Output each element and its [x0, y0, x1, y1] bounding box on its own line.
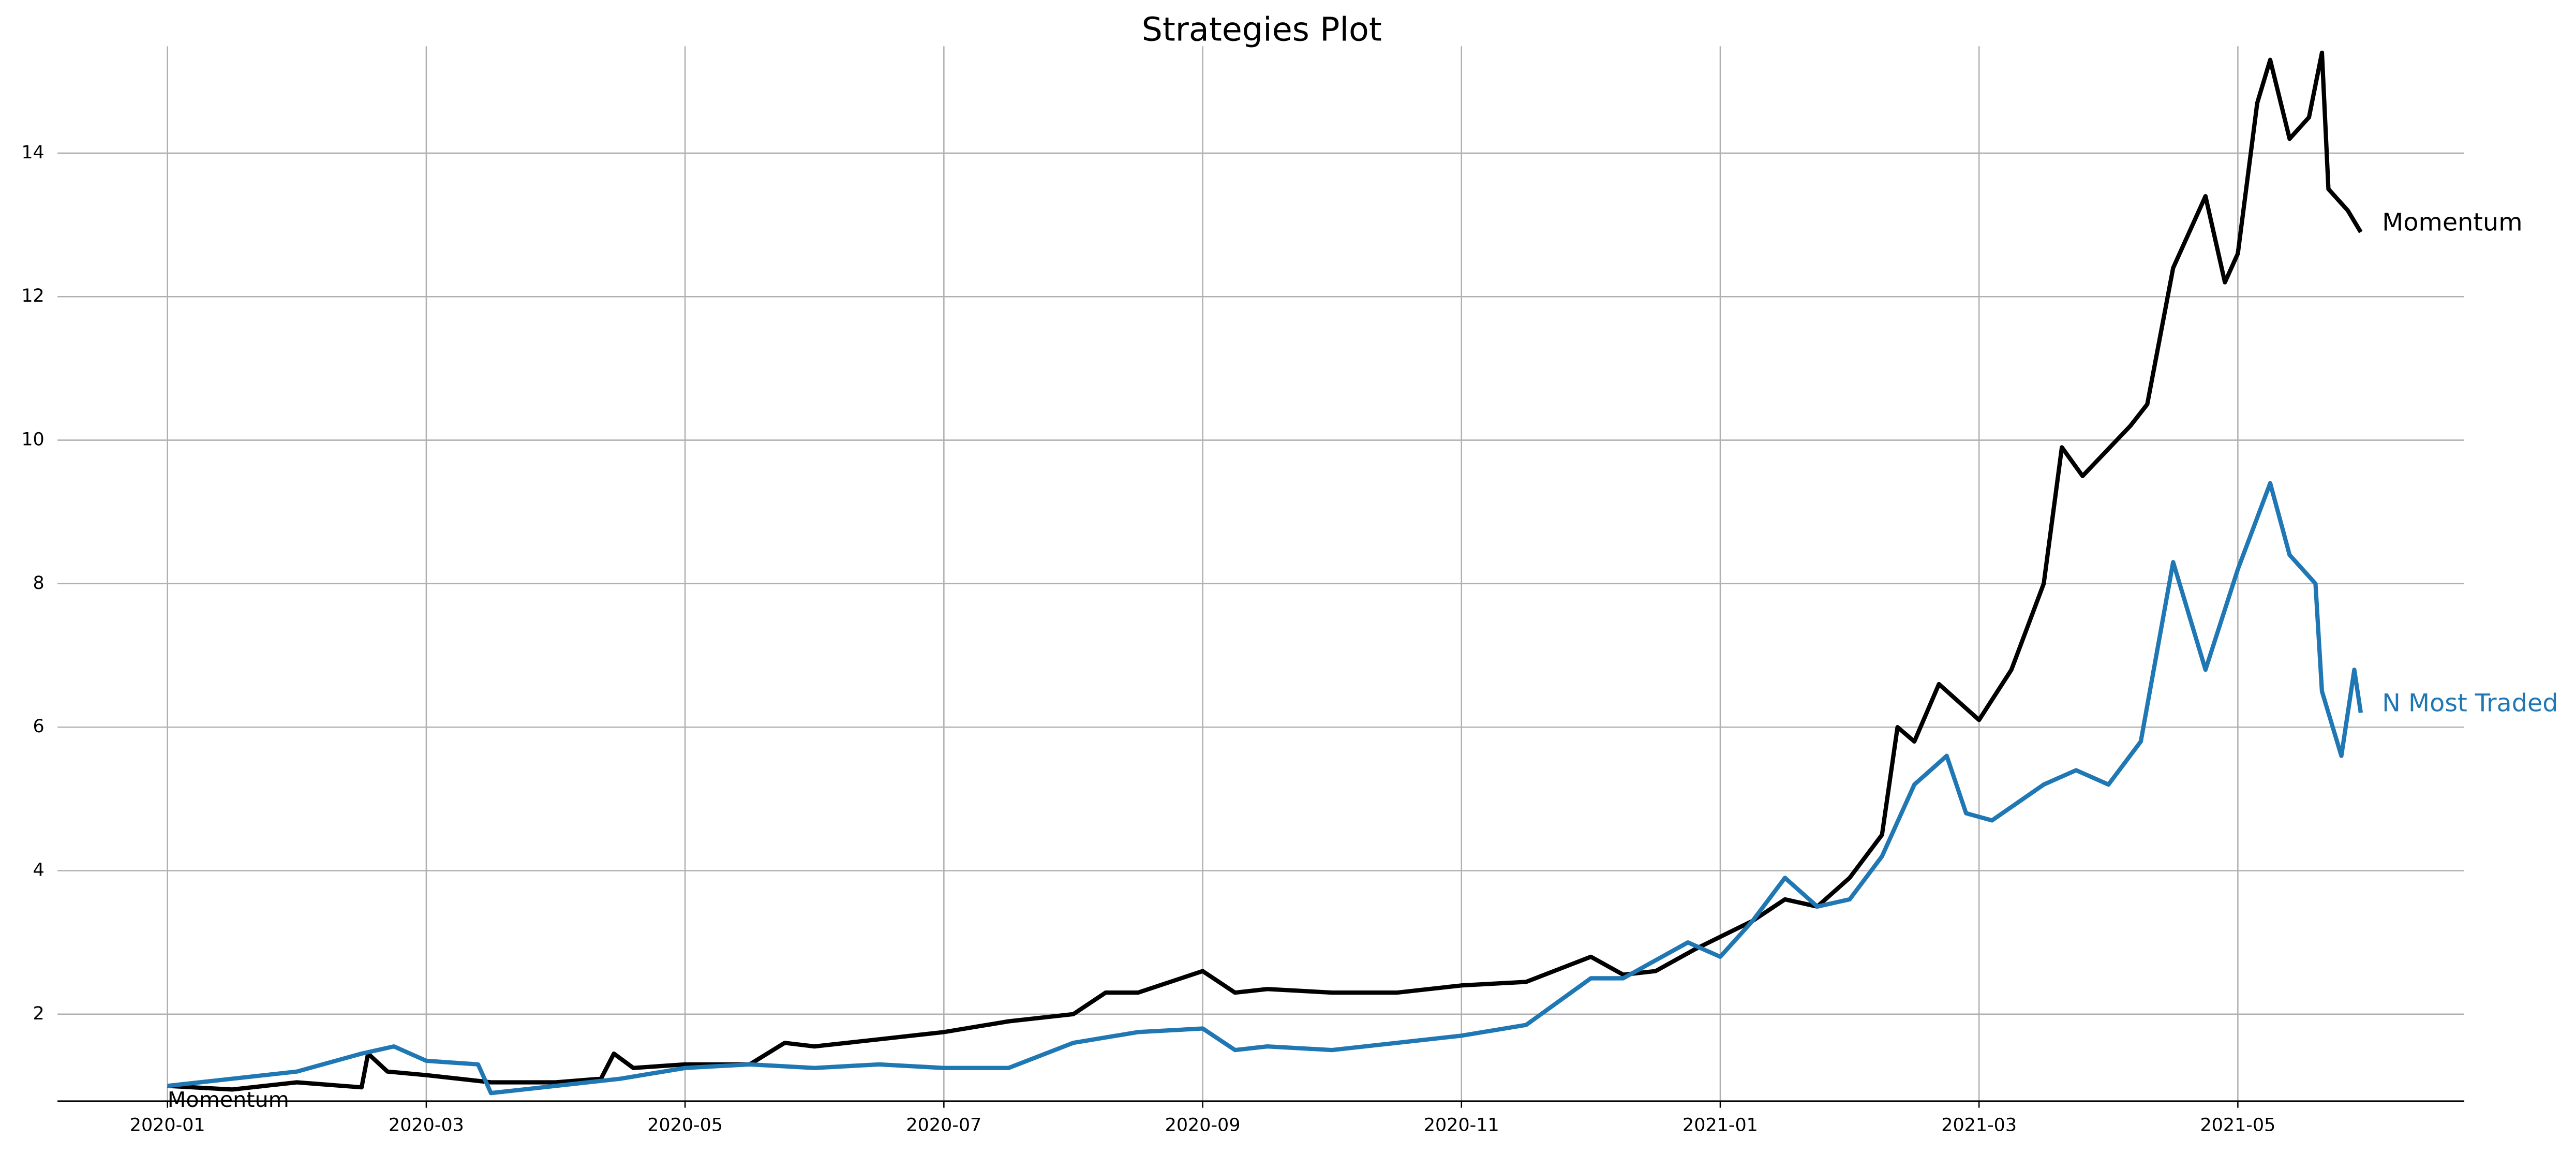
x-tick-label: 2020-03: [389, 1115, 464, 1136]
y-tick-label: 6: [33, 716, 44, 737]
x-tick-label: 2020-05: [647, 1115, 723, 1136]
line-series: [167, 481, 2363, 1096]
x-tick-label: 2020-01: [130, 1115, 205, 1136]
series-label: Momentum: [2382, 209, 2522, 237]
series-label: N Most Traded: [2382, 689, 2558, 718]
y-tick-label: 4: [33, 860, 44, 880]
x-tick-label: 2021-01: [1682, 1115, 1758, 1136]
y-tick-label: 14: [21, 142, 44, 163]
annotation: Momentum: [168, 1087, 289, 1112]
x-tick-label: 2021-05: [2200, 1115, 2275, 1136]
y-tick-label: 12: [21, 286, 44, 306]
y-tick-label: 2: [33, 1003, 44, 1024]
y-tick-label: 8: [33, 573, 44, 594]
x-tick-label: 2020-07: [906, 1115, 981, 1136]
line-series: [167, 50, 2363, 1092]
x-tick-label: 2020-11: [1424, 1115, 1499, 1136]
x-tick-label: 2020-09: [1165, 1115, 1241, 1136]
chart-title: Strategies Plot: [1142, 10, 1382, 48]
y-tick-label: 10: [21, 430, 44, 450]
x-tick-label: 2021-03: [1941, 1115, 2017, 1136]
